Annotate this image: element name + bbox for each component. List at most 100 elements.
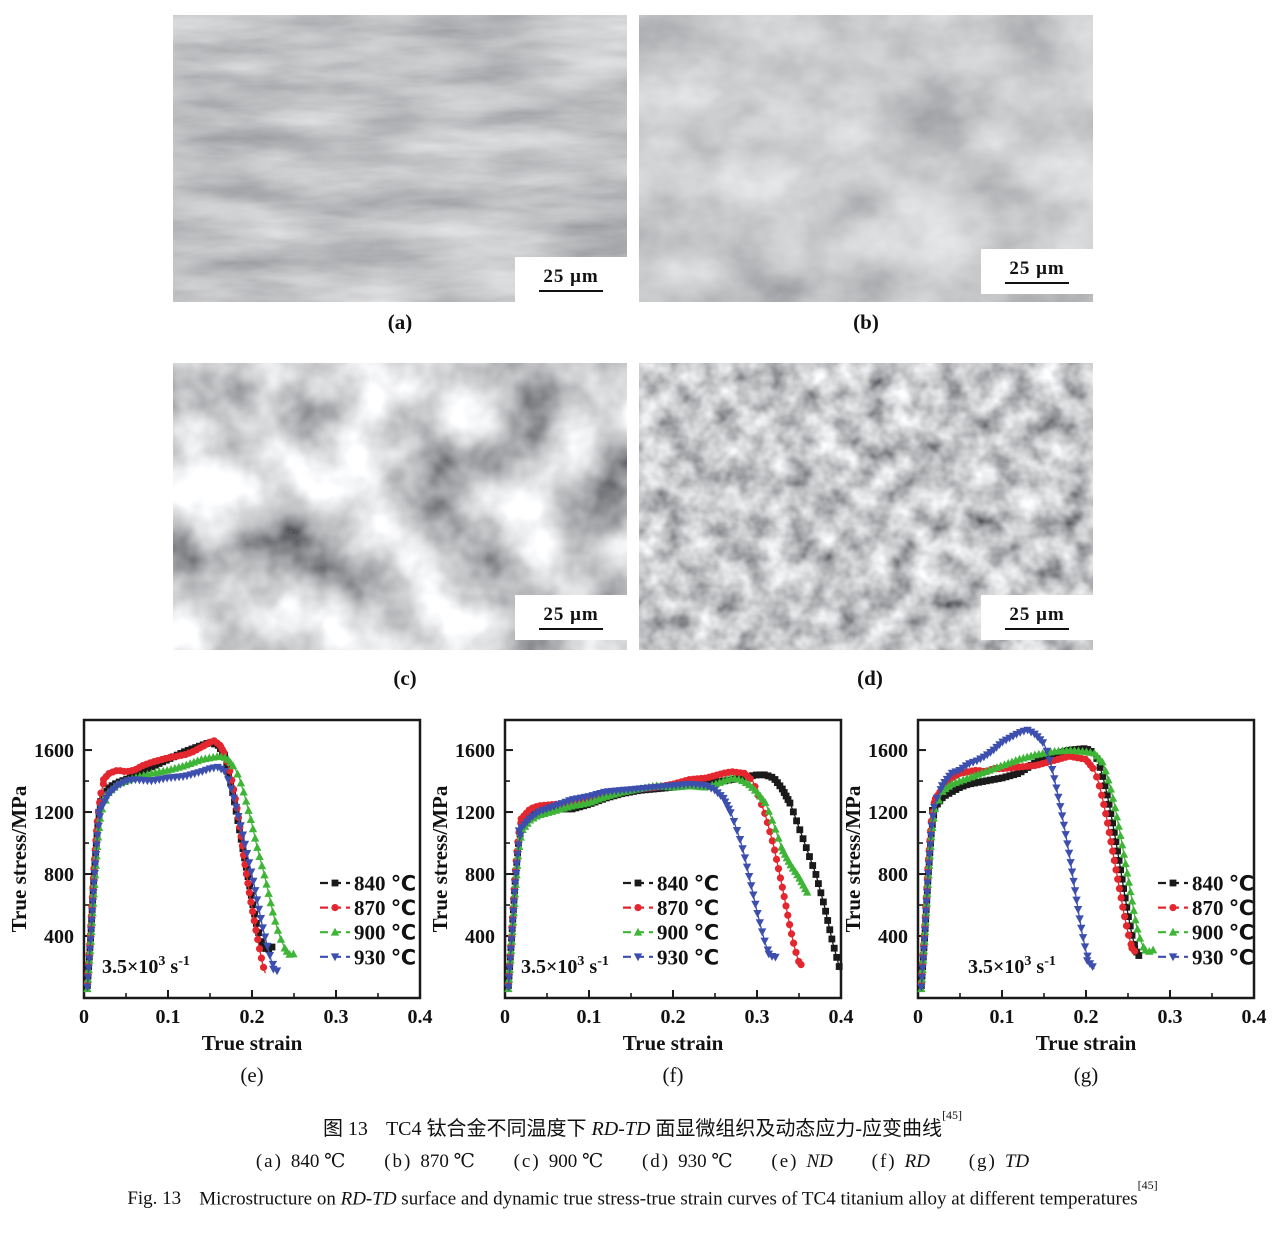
svg-text:840 ℃: 840 ℃ — [1192, 872, 1254, 896]
svg-text:0: 0 — [913, 1006, 923, 1028]
scale-bar-label: 25 μm — [543, 604, 599, 625]
svg-text:0.4: 0.4 — [408, 1006, 433, 1028]
svg-text:900 ℃: 900 ℃ — [354, 921, 416, 945]
y-axis: 400 800 1200 1600 — [868, 740, 926, 968]
y-axis: 400 800 1200 1600 — [34, 740, 92, 968]
chart-f: 0 0.1 0.2 0.3 0.4 400 800 1200 1600 True strain Tr… — [421, 710, 871, 1095]
micrograph-image-b: 25 μm — [639, 15, 1093, 302]
svg-text:0.1: 0.1 — [990, 1006, 1015, 1028]
svg-text:1600: 1600 — [34, 740, 74, 762]
svg-text:800: 800 — [465, 864, 495, 886]
plot-g: 0 0.1 0.2 0.3 0.4 400 800 1200 1600 True strain Tr… — [841, 718, 1267, 1087]
svg-text:400: 400 — [465, 926, 495, 948]
subcaption-a: (a) 840 ℃ — [255, 1151, 346, 1172]
micrograph-label-a: (a) — [387, 310, 413, 334]
subcaption-g: (g) TD — [968, 1151, 1030, 1172]
svg-text:870 ℃: 870 ℃ — [1192, 896, 1254, 920]
svg-text:1600: 1600 — [455, 740, 495, 762]
caption-english-text: Microstructure on — [199, 1188, 341, 1210]
caption-chinese-italic: RD-TD — [591, 1118, 651, 1140]
svg-text:930 ℃: 930 ℃ — [1192, 945, 1254, 969]
y-axis-title: True stress/MPa — [7, 785, 31, 932]
series-930 ℃ — [83, 763, 282, 992]
svg-text:0.4: 0.4 — [1242, 1006, 1267, 1028]
svg-text:930 ℃: 930 ℃ — [354, 945, 416, 969]
svg-text:0.3: 0.3 — [745, 1006, 770, 1028]
micrograph-image-d: 25 μm — [639, 363, 1093, 650]
caption-chinese-text: TC4 钛合金不同温度下 — [385, 1118, 592, 1140]
caption-english-number: Fig. 13 — [127, 1188, 182, 1210]
y-axis-title: True stress/MPa — [841, 785, 865, 932]
x-axis-title: True strain — [1036, 1031, 1137, 1055]
series-900 ℃ — [917, 745, 1158, 993]
caption-english-ref: [45] — [1137, 1178, 1158, 1192]
svg-text:1200: 1200 — [34, 802, 74, 824]
svg-text:800: 800 — [878, 864, 908, 886]
subplot-label: (g) — [1074, 1063, 1099, 1087]
plot-f: 0 0.1 0.2 0.3 0.4 400 800 1200 1600 True strain Tr… — [428, 718, 854, 1087]
micrograph-label-c: (c) — [393, 666, 417, 690]
caption-chinese-text2: 面显微组织及动态应力-应变曲线 — [650, 1118, 943, 1140]
svg-text:400: 400 — [44, 926, 74, 948]
scale-bar: 25 μm — [981, 249, 1093, 294]
svg-text:0.1: 0.1 — [577, 1006, 602, 1028]
subcaption-f: (f) RD — [871, 1151, 930, 1172]
svg-text:1200: 1200 — [455, 802, 495, 824]
scale-bar: 25 μm — [515, 595, 627, 640]
svg-text:0.1: 0.1 — [156, 1006, 181, 1028]
subcaption-d: (d) 930 ℃ — [641, 1151, 733, 1172]
subplot-label: (e) — [240, 1063, 263, 1087]
subcaption-b: (b) 870 ℃ — [384, 1151, 475, 1172]
scale-bar-label: 25 μm — [1009, 604, 1065, 625]
svg-text:870 ℃: 870 ℃ — [657, 896, 719, 920]
y-axis: 400 800 1200 1600 — [455, 740, 513, 968]
caption-chinese-ref: [45] — [942, 1108, 963, 1123]
scale-bar-line — [1005, 628, 1069, 630]
scale-bar-line — [1005, 282, 1069, 284]
svg-text:0.3: 0.3 — [324, 1006, 349, 1028]
x-axis: 0 0.1 0.2 0.3 0.4 — [913, 990, 1267, 1028]
chart-g-canvas: 0 0.1 0.2 0.3 0.4 400 800 1200 1600 True strain Tr… — [841, 718, 1267, 1087]
svg-text:0.2: 0.2 — [661, 1006, 686, 1028]
svg-text:1600: 1600 — [868, 740, 908, 762]
strain-rate-annotation: 3.5×103 s-1 — [521, 954, 609, 978]
caption-subitems: (a) 840 ℃ (b) 870 ℃ (c) 900 ℃ (d) 930 ℃ (e) N… — [0, 1150, 1285, 1173]
series-930 ℃ — [917, 726, 1097, 992]
scale-bar-line — [539, 290, 603, 292]
scale-bar-label: 25 μm — [1009, 258, 1065, 279]
y-axis-title: True stress/MPa — [428, 785, 452, 932]
micrograph-label-d: (d) — [857, 666, 883, 690]
x-axis-title: True strain — [202, 1031, 303, 1055]
chart-g: 0 0.1 0.2 0.3 0.4 400 800 1200 1600 True strain Tr… — [834, 710, 1284, 1095]
chart-f-canvas: 0 0.1 0.2 0.3 0.4 400 800 1200 1600 True strain Tr… — [428, 718, 854, 1087]
strain-rate-annotation: 3.5×103 s-1 — [968, 954, 1056, 978]
svg-text:400: 400 — [878, 926, 908, 948]
subplot-label: (f) — [663, 1063, 684, 1087]
svg-text:0.4: 0.4 — [829, 1006, 854, 1028]
svg-text:0: 0 — [500, 1006, 510, 1028]
micrograph-texture-a — [173, 15, 627, 302]
svg-text:840 ℃: 840 ℃ — [657, 872, 719, 896]
micrograph-label-b: (b) — [853, 310, 879, 334]
scale-bar: 25 μm — [515, 257, 627, 302]
subcaption-e: (e) ND — [771, 1151, 833, 1172]
scale-bar-label: 25 μm — [543, 266, 599, 287]
svg-text:930 ℃: 930 ℃ — [657, 945, 719, 969]
scale-bar: 25 μm — [981, 595, 1093, 640]
series-930 ℃ — [504, 780, 780, 992]
scale-bar-line — [539, 628, 603, 630]
x-axis: 0 0.1 0.2 0.3 0.4 — [79, 990, 433, 1028]
chart-e: 0 0.1 0.2 0.3 0.4 400 800 1200 1600 True strain Tr… — [0, 710, 450, 1095]
caption-english-italic: RD-TD — [340, 1188, 397, 1210]
svg-text:840 ℃: 840 ℃ — [354, 872, 416, 896]
svg-text:870 ℃: 870 ℃ — [354, 896, 416, 920]
caption-english: Fig. 13 Microstructure on RD-TD surface a… — [0, 1178, 1285, 1210]
svg-text:0: 0 — [79, 1006, 89, 1028]
svg-text:0.2: 0.2 — [240, 1006, 265, 1028]
chart-e-canvas: 0 0.1 0.2 0.3 0.4 400 800 1200 1600 True strain Tr… — [7, 718, 433, 1087]
plot-e: 0 0.1 0.2 0.3 0.4 400 800 1200 1600 True strain Tr… — [7, 718, 433, 1087]
micrograph-image-c: 25 μm — [173, 363, 627, 650]
svg-text:1200: 1200 — [868, 802, 908, 824]
